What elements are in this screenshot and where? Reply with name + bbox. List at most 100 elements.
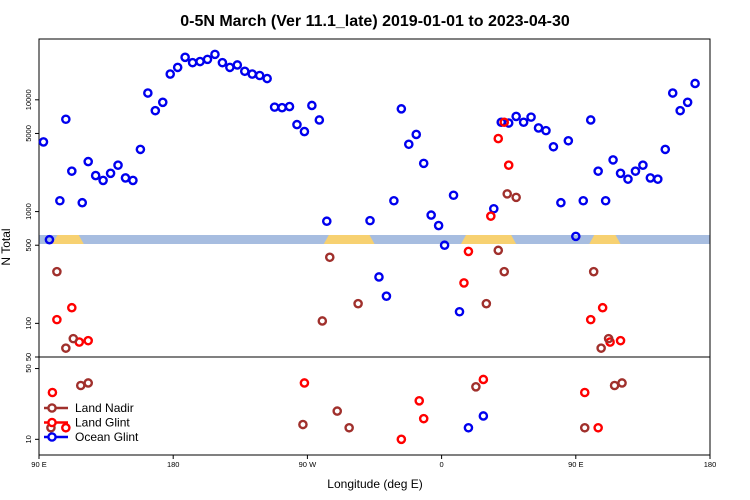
- data-point: [526, 112, 536, 122]
- data-point: [481, 298, 492, 309]
- data-point: [396, 434, 407, 445]
- data-point: [47, 387, 58, 398]
- data-point: [210, 49, 220, 60]
- y-axis-upper: 50 100 500 1000 5000 10000: [24, 89, 39, 361]
- lower-plot-frame: [38, 356, 711, 456]
- legend-label: Land Glint: [75, 416, 130, 430]
- y-tick-label: 5000: [24, 125, 33, 142]
- data-point: [128, 175, 138, 186]
- y-tick-label: 100: [24, 317, 33, 330]
- data-point: [609, 380, 620, 391]
- data-point: [269, 102, 280, 112]
- data-point: [578, 195, 589, 206]
- data-point: [448, 190, 459, 201]
- land-band-segment: [323, 235, 375, 244]
- x-tick-label: 90 W: [299, 460, 317, 469]
- data-point: [389, 195, 399, 206]
- y-tick-label: 50: [24, 353, 33, 361]
- data-point: [511, 111, 521, 122]
- data-point: [68, 333, 79, 344]
- data-point: [418, 413, 429, 424]
- data-point: [667, 88, 678, 98]
- data-point: [503, 160, 514, 171]
- data-point: [365, 215, 375, 226]
- data-point: [239, 66, 250, 77]
- data-point: [143, 88, 153, 98]
- legend-marker: [47, 432, 57, 442]
- data-point: [682, 97, 693, 108]
- data-point: [292, 119, 302, 130]
- data-point: [463, 422, 474, 433]
- x-axis-label: Longitude (deg E): [327, 477, 422, 491]
- data-point: [381, 291, 392, 301]
- x-tick-label: 90 E: [31, 460, 46, 469]
- data-point: [518, 117, 529, 128]
- chart-title: 0-5N March (Ver 11.1_late) 2019-01-01 to…: [180, 13, 570, 30]
- y-tick-label: 1000: [24, 203, 33, 220]
- data-point: [44, 234, 55, 245]
- data-point: [414, 396, 425, 406]
- data-point: [439, 240, 450, 251]
- data-point: [172, 62, 183, 73]
- data-point: [615, 168, 626, 179]
- data-point: [180, 52, 190, 63]
- data-point: [90, 170, 101, 181]
- data-point: [195, 56, 205, 67]
- data-point: [52, 266, 62, 277]
- data-point: [571, 231, 581, 242]
- data-point: [486, 211, 496, 221]
- data-point: [55, 195, 65, 206]
- data-point: [299, 126, 310, 137]
- data-point: [61, 343, 71, 353]
- data-point: [533, 123, 544, 133]
- land-band-segment: [460, 235, 517, 244]
- data-point: [478, 411, 489, 421]
- data-point: [454, 306, 465, 317]
- y-axis-lower: 10 50: [24, 364, 39, 443]
- x-tick-label: 0: [440, 460, 444, 469]
- data-point: [597, 302, 608, 313]
- data-point: [135, 144, 146, 155]
- x-tick-label: 180: [167, 460, 180, 469]
- data-point: [298, 419, 308, 430]
- data-point: [150, 105, 161, 116]
- data-point: [38, 137, 49, 147]
- data-point: [157, 97, 168, 108]
- series-land-glint: [47, 117, 626, 445]
- data-point: [332, 406, 343, 416]
- data-point: [499, 266, 510, 277]
- data-point: [426, 210, 436, 220]
- data-point: [675, 105, 685, 116]
- data-point: [585, 314, 596, 325]
- data-point: [596, 343, 606, 353]
- data-point: [187, 57, 198, 68]
- data-point: [67, 166, 77, 176]
- data-point: [232, 60, 243, 70]
- data-point: [52, 314, 62, 325]
- data-point: [471, 382, 481, 392]
- data-point: [499, 117, 510, 128]
- data-point: [353, 298, 363, 309]
- y-tick-label: 10000: [24, 89, 33, 110]
- data-point: [75, 380, 86, 391]
- y-tick-label: 50: [24, 364, 33, 372]
- x-axis: 90 E 180 90 W 0 90 E 180: [31, 455, 716, 469]
- points-layer: [38, 49, 700, 445]
- data-point: [511, 192, 521, 203]
- data-point: [314, 115, 325, 125]
- data-point: [579, 387, 590, 398]
- data-point: [77, 197, 88, 208]
- data-point: [488, 203, 499, 214]
- data-point: [418, 158, 429, 169]
- data-point: [284, 101, 295, 112]
- legend-label: Land Nadir: [75, 401, 134, 415]
- data-point: [403, 139, 414, 150]
- data-point: [463, 246, 474, 257]
- data-point: [585, 115, 596, 125]
- legend-marker: [47, 417, 57, 428]
- data-point: [623, 174, 633, 184]
- data-point: [120, 173, 131, 183]
- legend-label: Ocean Glint: [75, 430, 139, 444]
- x-tick-label: 180: [704, 460, 717, 469]
